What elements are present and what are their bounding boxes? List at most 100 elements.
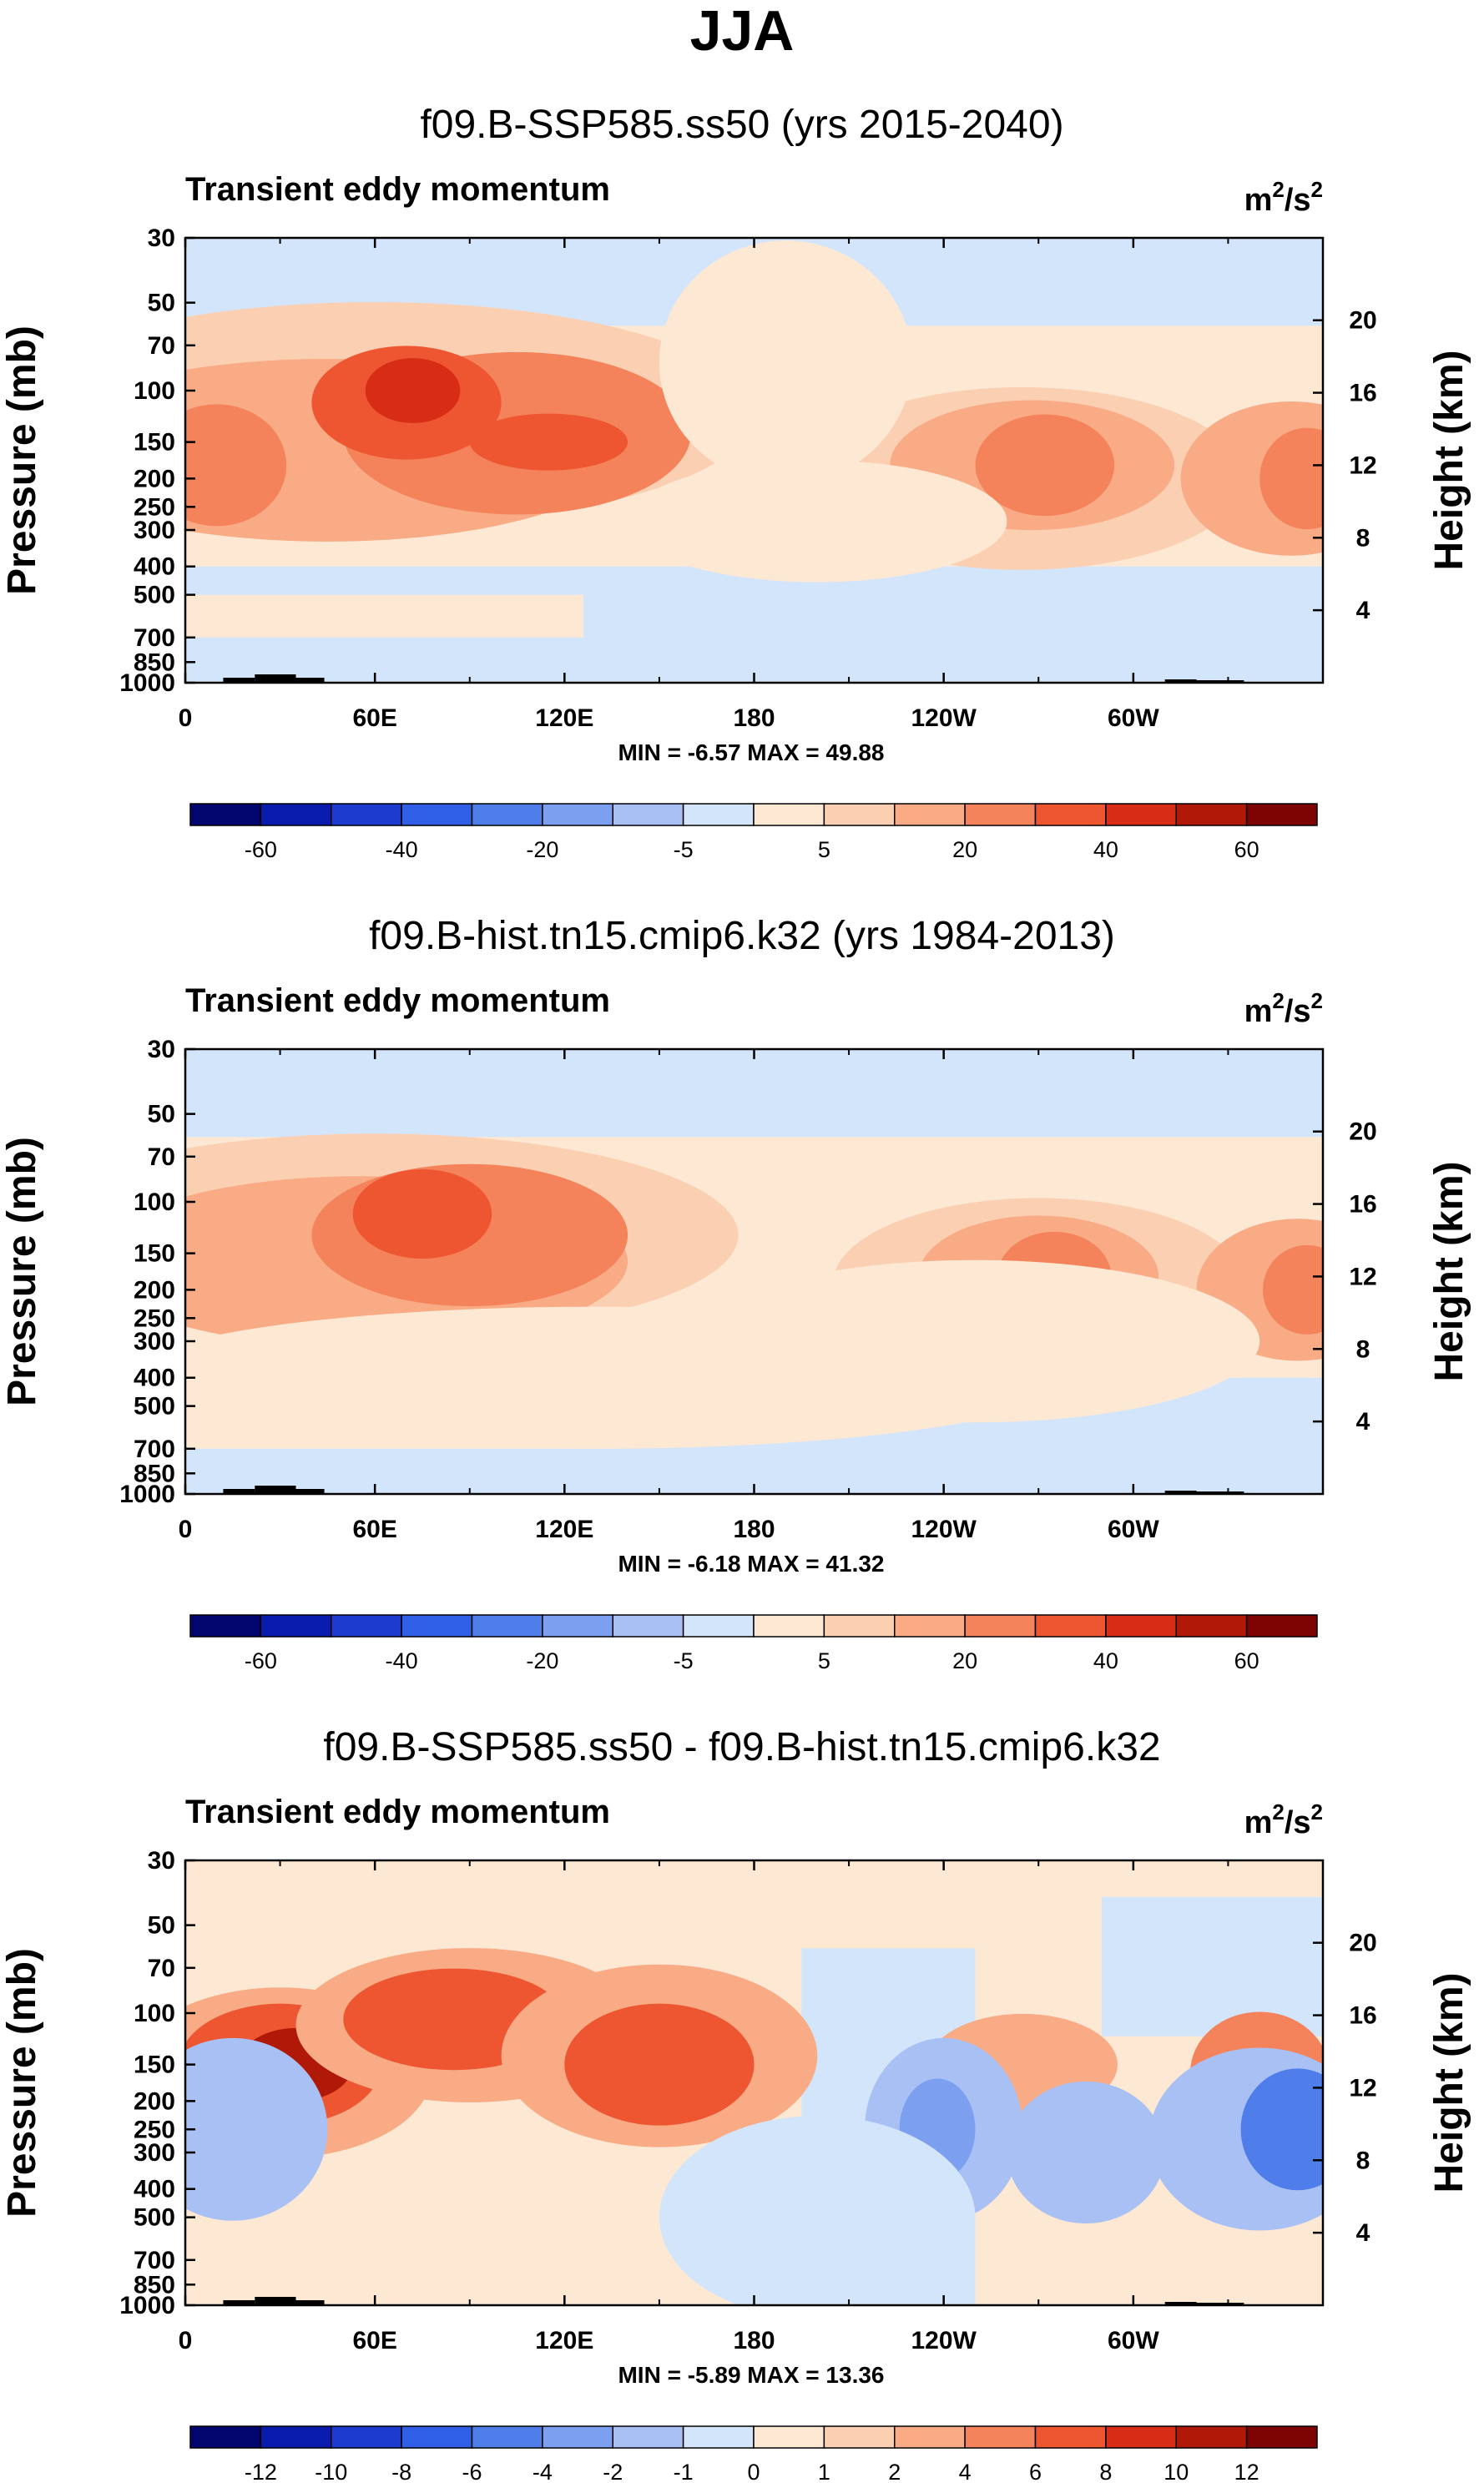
pressure-tick-label: 70 (148, 1143, 175, 1171)
colorbar: -60 -40 -20 -5 5 20 40 60 (189, 1614, 1318, 1673)
colorbar-label: 60 (1234, 837, 1259, 862)
colorbar-label: 2 (888, 2460, 901, 2483)
contour-blob (975, 414, 1115, 517)
units-base: m (1244, 183, 1273, 218)
colorbar-swatch (823, 2425, 896, 2449)
colorbar-label: -5 (674, 837, 694, 862)
x-tick-label: 180 (733, 1516, 775, 1543)
x-tick-label: 180 (733, 2327, 775, 2354)
panel-title: f09.B-hist.tn15.cmip6.k32 (yrs 1984-2013… (369, 914, 1115, 958)
pressure-tick-label: 700 (134, 624, 175, 652)
colorbar-swatch (471, 803, 543, 826)
topography (255, 2297, 296, 2305)
units-base: m (1244, 1805, 1273, 1840)
pressure-tick-label: 300 (134, 517, 175, 544)
pressure-tick-label: 200 (134, 2087, 175, 2115)
colorbar-label: -60 (245, 837, 277, 862)
pressure-tick-label: 400 (134, 553, 175, 581)
pressure-tick-label: 70 (148, 1955, 175, 1982)
y-axis-label: Pressure (mb) (0, 326, 44, 595)
topography (223, 678, 255, 683)
colorbar-swatch (1105, 803, 1177, 826)
topography (255, 1486, 296, 1494)
y2-axis-label: Height (km) (1427, 1162, 1471, 1382)
colorbar-swatch (542, 1614, 613, 1638)
height-tick-label: 8 (1356, 1335, 1370, 1363)
units-superscript: 2 (1311, 1799, 1323, 1824)
contour-field (185, 1860, 1323, 2305)
colorbar-swatch (1175, 2425, 1248, 2449)
colorbar-swatch (260, 2425, 332, 2449)
pressure-tick-label: 300 (134, 1328, 175, 1355)
x-tick-label: 60W (1108, 1516, 1159, 1543)
pressure-tick-label: 700 (134, 1436, 175, 1463)
pressure-tick-label: 30 (148, 1847, 175, 1875)
pressure-tick-label: 30 (148, 1036, 175, 1063)
units-label: m2/s2 (1244, 177, 1323, 218)
colorbar-swatch (1034, 2425, 1107, 2449)
colorbar-label: -20 (526, 1648, 558, 1673)
x-tick-label: 60E (352, 704, 396, 732)
colorbar-label: -12 (245, 2460, 277, 2483)
colorbar-swatch (682, 803, 755, 826)
min-max-stats: MIN = -6.57 MAX = 49.88 (618, 739, 884, 765)
colorbar-swatch (1034, 1614, 1107, 1638)
pressure-tick-label: 150 (134, 2052, 175, 2079)
colorbar-label: 6 (1029, 2460, 1042, 2483)
topography (255, 674, 296, 683)
height-tick-label: 12 (1349, 452, 1376, 479)
colorbar-swatch (1034, 803, 1107, 826)
x-tick-label: 120E (535, 2327, 593, 2354)
x-tick-label: 180 (733, 704, 775, 732)
pressure-tick-label: 500 (134, 1393, 175, 1421)
contour-blob (1240, 2068, 1323, 2191)
height-tick-label: 8 (1356, 524, 1370, 552)
x-tick-label: 0 (179, 704, 193, 732)
units-superscript: 2 (1311, 177, 1323, 202)
pressure-tick-label: 150 (134, 1240, 175, 1268)
pressure-tick-label: 850 (134, 1460, 175, 1487)
units-superscript: 2 (1272, 177, 1284, 202)
colorbar-swatch (823, 1614, 896, 1638)
colorbar-swatch (401, 2425, 473, 2449)
x-tick-label: 120E (535, 1516, 593, 1543)
pressure-tick-label: 200 (134, 465, 175, 492)
colorbar-label: 40 (1093, 837, 1118, 862)
colorbar-swatch (471, 2425, 543, 2449)
colorbar-label: 0 (747, 2460, 760, 2483)
height-tick-label: 8 (1356, 2147, 1370, 2174)
units-label: m2/s2 (1244, 1799, 1323, 1840)
units-label: m2/s2 (1244, 988, 1323, 1029)
x-tick-label: 60W (1108, 2327, 1159, 2354)
height-tick-label: 16 (1349, 1191, 1376, 1219)
topography (223, 1489, 255, 1494)
topography (1164, 679, 1197, 683)
colorbar-label: -20 (526, 837, 558, 862)
colorbar-label: 20 (952, 1648, 977, 1673)
units-superscript: 2 (1272, 988, 1284, 1013)
min-max-stats: MIN = -5.89 MAX = 13.36 (618, 2362, 884, 2388)
variable-label: Transient eddy momentum (185, 171, 610, 208)
colorbar-label: 8 (1099, 2460, 1112, 2483)
colorbar-label: 60 (1234, 1648, 1259, 1673)
pressure-tick-label: 300 (134, 2139, 175, 2167)
colorbar-label: 5 (818, 837, 830, 862)
topography (1196, 2303, 1244, 2305)
height-tick-label: 4 (1356, 597, 1370, 624)
colorbar-swatch (260, 1614, 332, 1638)
contour-blob (185, 2037, 328, 2221)
x-tick-label: 60E (352, 2327, 396, 2354)
panel-title: f09.B-SSP585.ss50 - f09.B-hist.tn15.cmip… (323, 1725, 1160, 1769)
colorbar-swatch (189, 2425, 262, 2449)
height-tick-label: 20 (1349, 1930, 1376, 1957)
colorbar-label: 20 (952, 837, 977, 862)
colorbar-label: -40 (386, 837, 418, 862)
colorbar-swatch (189, 803, 262, 826)
contour-blob (690, 1259, 1260, 1423)
contour-blob (1263, 1244, 1323, 1335)
x-tick-label: 60E (352, 1516, 396, 1543)
pressure-tick-label: 30 (148, 225, 175, 252)
colorbar-swatch (682, 2425, 755, 2449)
pressure-tick-label: 250 (134, 1305, 175, 1332)
units-base: m (1244, 994, 1273, 1029)
